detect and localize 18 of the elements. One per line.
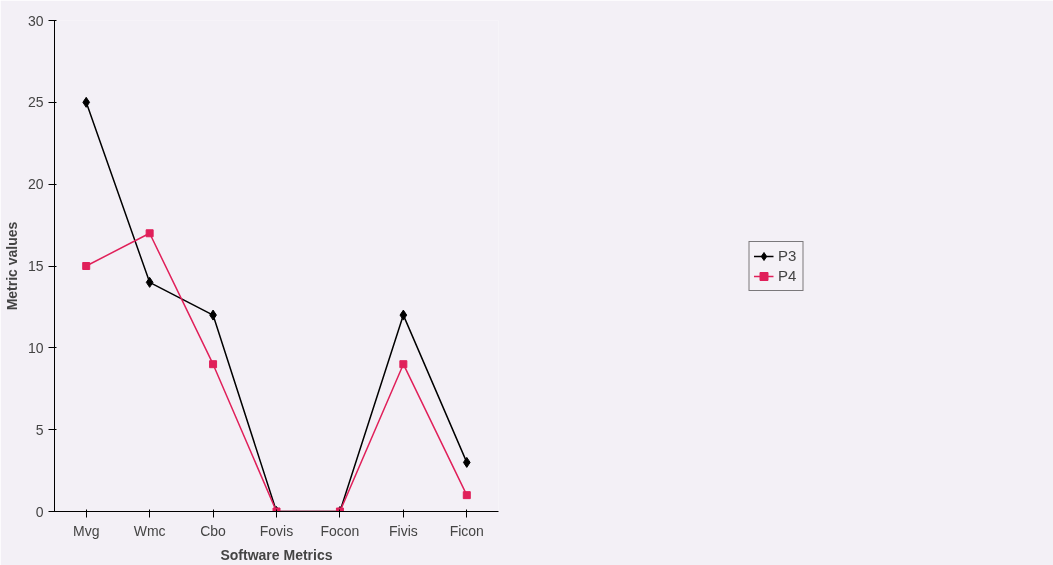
x-axis-title: Software Metrics bbox=[220, 546, 333, 563]
x-tick-label: Fovis bbox=[259, 522, 294, 539]
x-tick-label: Cbo bbox=[200, 522, 227, 539]
y-tick-label: 20 bbox=[27, 176, 44, 193]
y-tick-label: 5 bbox=[35, 421, 44, 438]
legend-label: P4 bbox=[778, 267, 798, 284]
y-tick-label: 10 bbox=[27, 339, 44, 356]
legend-label: P3 bbox=[778, 247, 798, 264]
y-tick-label: 15 bbox=[27, 258, 44, 274]
y-tick-label: 0 bbox=[35, 503, 44, 520]
y-axis-title: Metric values bbox=[3, 221, 20, 311]
x-tick-label: Focon bbox=[320, 522, 360, 539]
x-tick-label: Ficon bbox=[449, 522, 484, 539]
x-tick-label: Mvg bbox=[72, 522, 100, 539]
x-tick-label: Wmc bbox=[133, 522, 166, 539]
y-tick-label: 25 bbox=[27, 94, 44, 111]
x-tick-label: Fivis bbox=[388, 522, 418, 539]
y-tick-label: 30 bbox=[27, 12, 44, 29]
